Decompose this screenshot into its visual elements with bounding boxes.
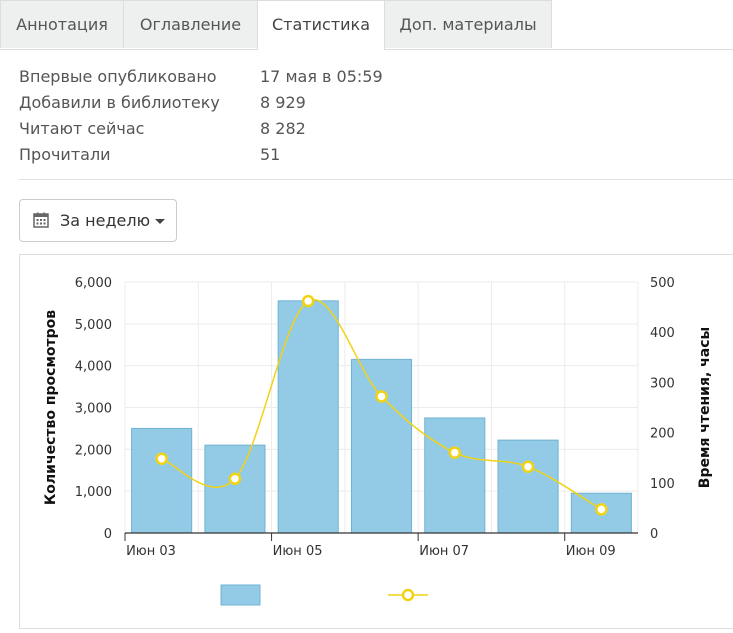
stat-label: Добавили в библиотеку: [19, 93, 220, 112]
x-tick-label: Июн 07: [419, 544, 469, 559]
stat-row-reading-now: Читают сейчас 8 282: [19, 117, 306, 143]
stat-value: 8 929: [260, 93, 306, 112]
stat-label: Читают сейчас: [19, 119, 145, 138]
bar: [204, 444, 266, 534]
line-point: [155, 452, 168, 465]
bar: [424, 417, 486, 534]
y-tick-label: 1,000: [75, 485, 112, 500]
line-point: [301, 294, 315, 308]
y2-tick-label: 0: [650, 527, 658, 542]
bar: [350, 358, 413, 534]
bar: [131, 427, 193, 534]
y-tick-label: 4,000: [75, 360, 112, 375]
y-tick-label: 0: [104, 527, 112, 542]
views-chart: 0 1,000 2,000 3,000 4,000 5,000 6,000 0 100 200 30…: [43, 276, 713, 606]
y-tick-label: 5,000: [75, 318, 112, 333]
legend-bar-swatch: [220, 584, 261, 606]
chart-container: 0 1,000 2,000 3,000 4,000 5,000 6,000 0 100 200 30…: [19, 254, 733, 629]
y-tick-label: 6,000: [75, 276, 112, 291]
y2-tick-label: 200: [650, 427, 675, 442]
period-dropdown-button[interactable]: За неделю: [19, 199, 177, 242]
caret-down-icon: [155, 219, 165, 224]
y2-tick-label: 400: [650, 326, 675, 341]
period-label: За неделю: [60, 211, 151, 230]
y-tick-label: 2,000: [75, 443, 112, 458]
y2-tick-label: 100: [650, 477, 675, 492]
bar: [277, 300, 339, 534]
stats-list: Впервые опубликовано 17 мая в 05:59 Доба…: [19, 65, 383, 169]
line-point: [448, 446, 462, 459]
line-point: [375, 390, 388, 403]
stat-row-published: Впервые опубликовано 17 мая в 05:59: [19, 65, 383, 91]
stat-label: Впервые опубликовано: [19, 67, 217, 86]
stat-value: 8 282: [260, 119, 306, 138]
y2-tick-label: 300: [650, 376, 675, 391]
line-point: [521, 460, 535, 473]
tab-statistics[interactable]: Статистика: [257, 0, 385, 50]
y2-axis-title: Время чтения, часы: [697, 327, 713, 488]
x-tick-label: Июн 05: [273, 544, 323, 559]
tab-extra-materials[interactable]: Доп. материалы: [384, 0, 552, 48]
line-point: [228, 472, 242, 486]
tab-bar: Аннотация Оглавление Статистика Доп. мат…: [0, 0, 733, 50]
stat-label: Прочитали: [19, 145, 111, 164]
y-axis-title: Количество просмотров: [43, 310, 59, 505]
stat-value: 17 мая в 05:59: [260, 67, 383, 86]
divider: [19, 179, 733, 180]
y-tick-label: 3,000: [75, 402, 112, 417]
bar: [497, 439, 559, 534]
legend-point-swatch: [401, 588, 415, 602]
stat-value: 51: [260, 145, 281, 164]
calendar-icon: [33, 212, 49, 232]
x-tick-label: Июн 09: [566, 544, 616, 559]
y2-tick-label: 500: [650, 276, 675, 291]
stat-row-finished: Прочитали 51: [19, 143, 280, 169]
stat-row-library: Добавили в библиотеку 8 929: [19, 91, 306, 117]
x-tick-label: Июн 03: [126, 544, 176, 559]
tab-contents[interactable]: Оглавление: [123, 0, 258, 48]
line-point: [595, 503, 608, 516]
tab-annotation[interactable]: Аннотация: [0, 0, 124, 48]
